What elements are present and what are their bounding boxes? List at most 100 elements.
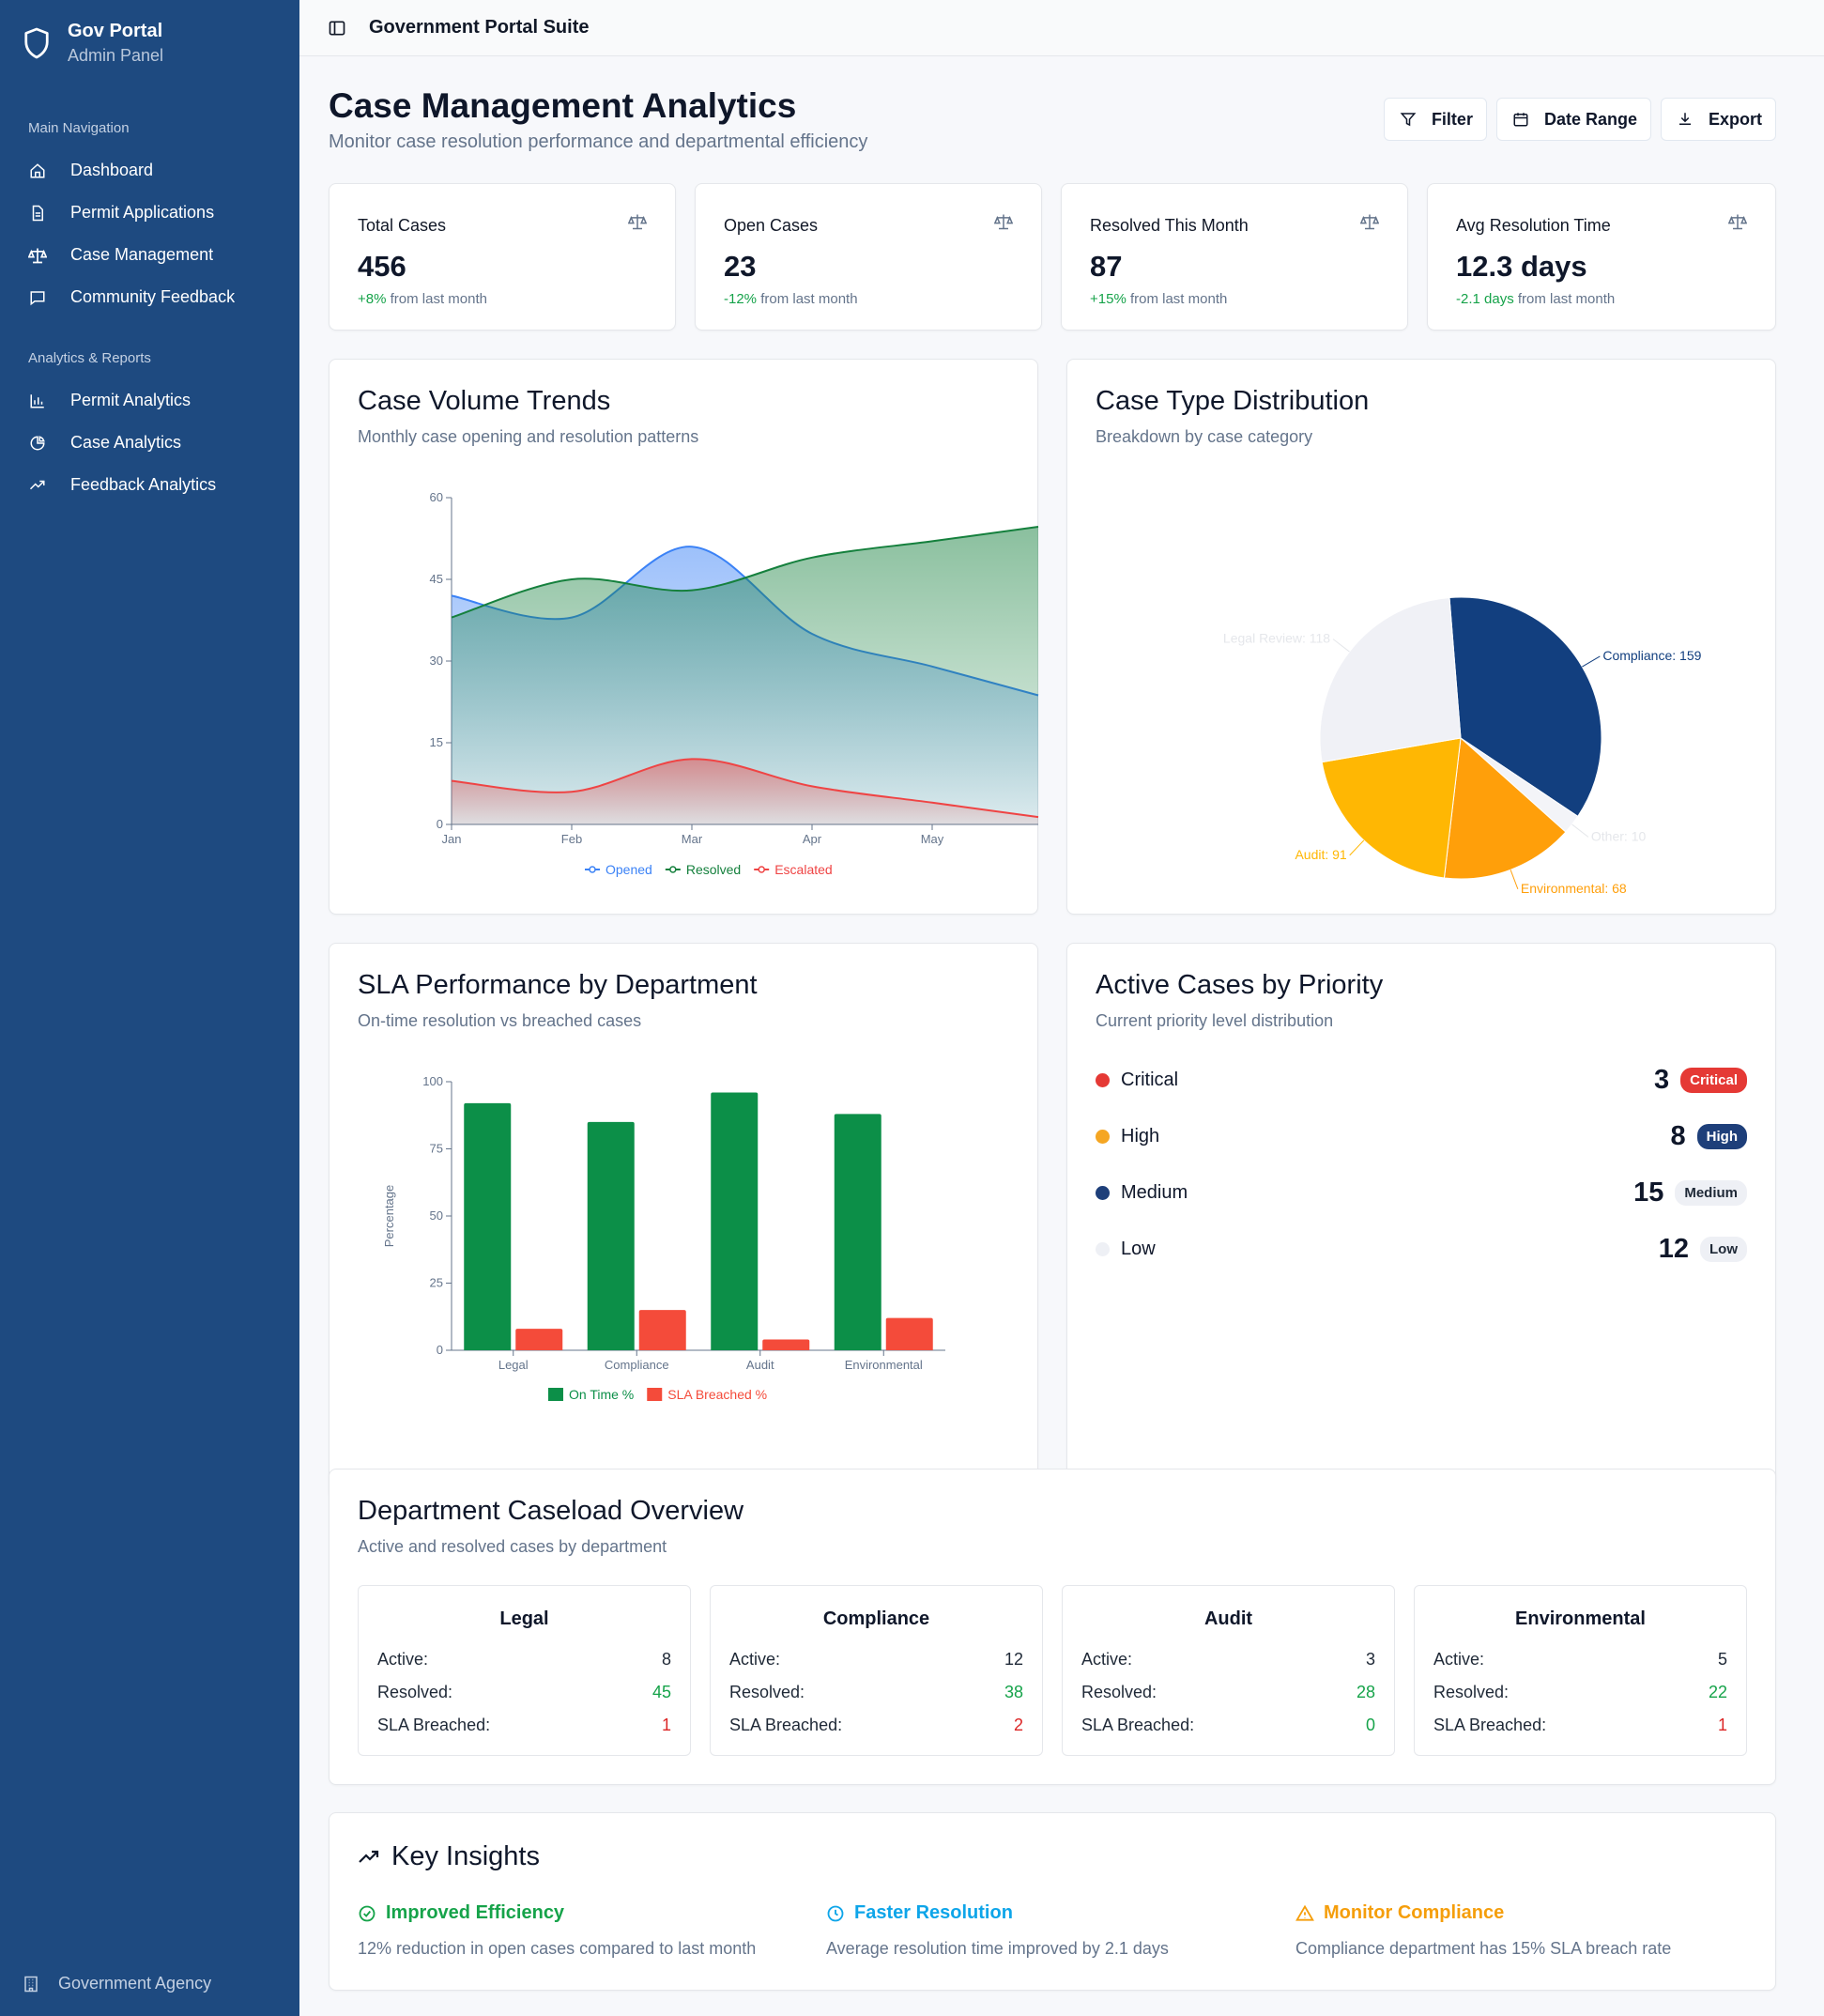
resolved-count: 45: [651, 1683, 671, 1701]
sidebar-item-feedback-analytics[interactable]: Feedback Analytics: [0, 464, 299, 506]
legend-marker-dot: [758, 866, 765, 873]
row-label: Active:: [729, 1650, 781, 1669]
stat-card-total-cases: Total Cases 456 +8% from last month: [329, 183, 676, 331]
pie-slice-label: Audit: 91: [1295, 847, 1346, 862]
bar-compliance-breached[interactable]: [638, 1310, 686, 1350]
priority-row-low[interactable]: Low 12 Low: [1096, 1230, 1747, 1268]
scale-icon: [1360, 214, 1379, 230]
active-count: 12: [1004, 1650, 1023, 1669]
legend-swatch: [548, 1388, 563, 1401]
sidebar-item-community-feedback[interactable]: Community Feedback: [0, 276, 299, 318]
series-line-resolved[interactable]: [451, 526, 1039, 619]
row-label: Active:: [1081, 1650, 1133, 1669]
row-label: Resolved:: [1081, 1683, 1157, 1701]
priority-count: 8: [1670, 1120, 1686, 1151]
dept-active-row: Active: 5: [1433, 1650, 1727, 1670]
breached-count: 1: [661, 1716, 671, 1734]
bar-audit-breached[interactable]: [762, 1339, 810, 1350]
insight-text: Compliance department has 15% SLA breach…: [1295, 1939, 1672, 1958]
sidebar-toggle-icon[interactable]: [328, 19, 346, 38]
dept-resolved-row: Resolved: 28: [1081, 1683, 1375, 1702]
priority-row-medium[interactable]: Medium 15 Medium: [1096, 1174, 1747, 1211]
priority-name: Medium: [1121, 1181, 1188, 1203]
sidebar-item-label: Case Management: [70, 245, 214, 264]
trending-up-icon: [359, 1850, 379, 1863]
sidebar-item-permit-applications[interactable]: Permit Applications: [0, 192, 299, 234]
legend-label[interactable]: SLA Breached %: [667, 1387, 767, 1402]
sidebar-item-case-analytics[interactable]: Case Analytics: [0, 422, 299, 464]
filter-label: Filter: [1431, 109, 1473, 129]
x-tick-label: Legal: [498, 1358, 529, 1372]
legend-label[interactable]: Resolved: [686, 862, 741, 877]
sidebar-item-label: Community Feedback: [70, 287, 236, 306]
series-area-resolved: [452, 527, 1038, 824]
stat-delta: +15%: [1090, 291, 1127, 307]
caseload-card: Department Caseload Overview Active and …: [329, 1469, 1776, 1785]
document-icon: [28, 204, 47, 223]
export-label: Export: [1708, 109, 1762, 129]
x-tick-label: Environmental: [845, 1358, 923, 1372]
bar-environmental-on-time[interactable]: [834, 1114, 881, 1350]
brand-title: Gov Portal: [68, 21, 163, 41]
series-area-escalated: [452, 759, 1038, 824]
dept-resolved-row: Resolved: 22: [1433, 1683, 1727, 1702]
pie-slice-label: Compliance: 159: [1602, 648, 1701, 663]
y-tick-label: 25: [430, 1276, 443, 1290]
sidebar-item-case-management[interactable]: Case Management: [0, 234, 299, 276]
y-tick-label: 0: [437, 1343, 443, 1357]
card-title: Department Caseload Overview: [358, 1496, 744, 1526]
x-tick-label: May: [921, 832, 944, 846]
insight-title: Monitor Compliance: [1295, 1902, 1727, 1924]
brand[interactable]: Gov Portal Admin Panel: [23, 21, 163, 66]
insights-title: Key Insights: [391, 1841, 540, 1871]
header-actions: Filter Date Range Export: [1383, 98, 1776, 141]
priority-dot: [1096, 1129, 1110, 1144]
y-tick-label: 50: [430, 1208, 443, 1223]
priority-row-critical[interactable]: Critical 3 Critical: [1096, 1061, 1747, 1099]
reports-navigation: Analytics & Reports Permit Analytics Cas…: [0, 350, 299, 506]
export-button[interactable]: Export: [1660, 98, 1776, 141]
sidebar-item-permit-analytics[interactable]: Permit Analytics: [0, 379, 299, 422]
dept-name: Compliance: [822, 1608, 930, 1629]
filter-button[interactable]: Filter: [1383, 98, 1487, 141]
bar-environmental-breached[interactable]: [885, 1317, 933, 1350]
sidebar-item-dashboard[interactable]: Dashboard: [0, 149, 299, 192]
legend-label[interactable]: Opened: [605, 862, 652, 877]
series-line-escalated[interactable]: [451, 758, 1039, 819]
dept-name: Audit: [1203, 1608, 1253, 1629]
stat-suffix: from last month: [1513, 291, 1616, 307]
bar-audit-on-time[interactable]: [711, 1092, 759, 1350]
priority-badge: Low: [1700, 1236, 1747, 1262]
x-tick-label: Mar: [682, 832, 703, 846]
bar-compliance-on-time[interactable]: [587, 1121, 635, 1350]
priority-dot: [1096, 1185, 1110, 1200]
bar-legal-breached[interactable]: [515, 1329, 563, 1350]
download-icon: [1678, 113, 1691, 125]
priority-card: Active Cases by Priority Current priorit…: [1066, 943, 1776, 1499]
pie-label-leader: [1582, 655, 1601, 668]
stat-label: Open Cases: [724, 216, 819, 235]
insight-text: 12% reduction in open cases compared to …: [358, 1939, 757, 1958]
bar-legal-on-time[interactable]: [464, 1102, 512, 1350]
date-range-button[interactable]: Date Range: [1495, 98, 1651, 141]
legend-label[interactable]: On Time %: [569, 1387, 634, 1402]
breached-count: 2: [1013, 1716, 1023, 1734]
app-title: Government Portal Suite: [369, 17, 590, 38]
building-icon: [24, 1976, 38, 1992]
pie-slice-compliance[interactable]: [1448, 596, 1602, 818]
case-type-card: Case Type Distribution Breakdown by case…: [1066, 359, 1776, 915]
main-navigation: Main Navigation Dashboard Permit Applica…: [0, 120, 299, 318]
key-insights-card: Key Insights Improved Efficiency 12% red…: [329, 1812, 1776, 1991]
stat-label: Avg Resolution Time: [1456, 216, 1611, 235]
filter-icon: [1400, 113, 1417, 127]
date-range-label: Date Range: [1543, 109, 1637, 129]
priority-row-high[interactable]: High 8 High: [1096, 1117, 1747, 1155]
card-subtitle: Active and resolved cases by department: [358, 1537, 667, 1556]
dept-card-audit: Audit Active: 3 Resolved: 28 SLA Breached:…: [1062, 1585, 1395, 1756]
pie-slice-audit[interactable]: [1321, 737, 1462, 879]
stat-suffix: from last month: [386, 291, 487, 307]
pie-slice-legal-review[interactable]: [1319, 596, 1462, 763]
pie-slice-environmental[interactable]: [1443, 736, 1567, 880]
sidebar-item-label: Dashboard: [70, 161, 154, 179]
legend-label[interactable]: Escalated: [774, 862, 832, 877]
